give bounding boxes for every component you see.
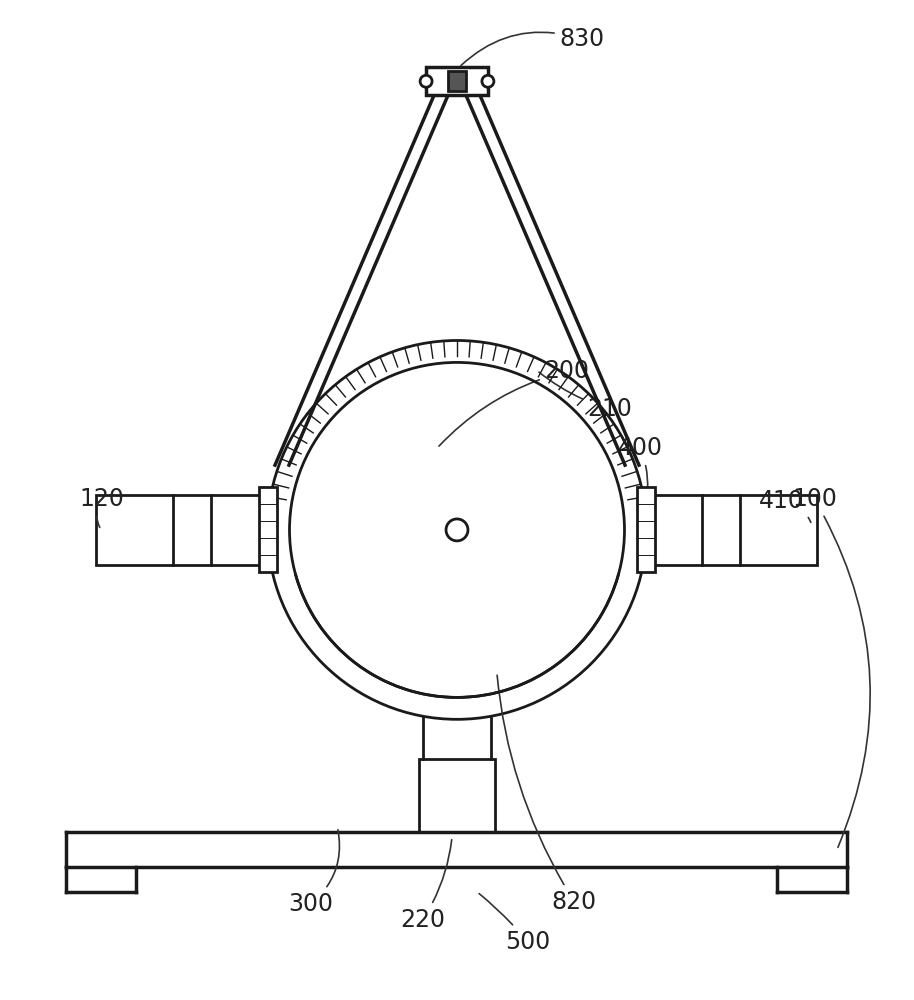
Text: 200: 200: [439, 359, 590, 446]
Circle shape: [420, 75, 432, 87]
Bar: [420, 759, 494, 832]
Bar: [637, 487, 655, 572]
Bar: [96, 495, 211, 565]
Text: 500: 500: [479, 894, 550, 954]
Text: 830: 830: [461, 27, 605, 65]
Text: 120: 120: [80, 487, 124, 527]
Text: 800: 800: [0, 999, 1, 1000]
Text: 210: 210: [539, 372, 632, 421]
Circle shape: [268, 340, 646, 719]
Bar: [702, 495, 817, 565]
Text: 220: 220: [400, 840, 452, 932]
Text: 400: 400: [618, 436, 663, 515]
Bar: [259, 487, 277, 572]
Text: 100: 100: [792, 487, 870, 847]
Bar: [448, 71, 466, 91]
Text: 300: 300: [289, 830, 339, 916]
Circle shape: [482, 75, 494, 87]
Text: 820: 820: [497, 675, 597, 914]
Text: 810: 810: [0, 999, 1, 1000]
Text: 410: 410: [760, 489, 811, 522]
Bar: [426, 67, 488, 95]
